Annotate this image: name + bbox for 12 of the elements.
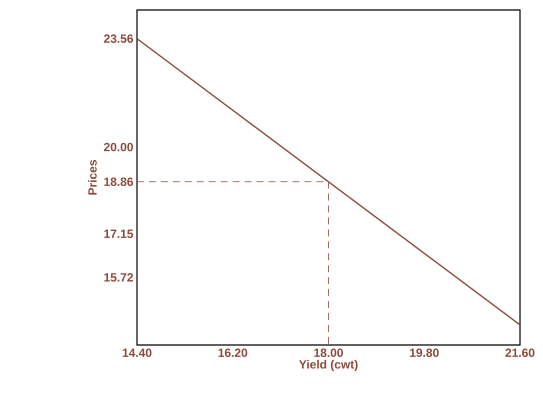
y-tick-label: 18.86: [104, 178, 134, 186]
y-tick-label: 17.15: [104, 230, 134, 238]
x-axis-title: Yield (cwt): [299, 360, 358, 371]
x-tick-label: 21.60: [505, 348, 534, 357]
y-tick-label: 20.00: [104, 142, 133, 152]
x-tick-label: 14.40: [122, 348, 152, 357]
x-tick-label: 19.80: [410, 348, 439, 357]
x-tick-label: 18.00: [314, 348, 343, 357]
y-axis-title: Prices: [88, 160, 97, 195]
x-tick-label: 16.20: [218, 348, 248, 357]
y-tick-label: 15.72: [104, 273, 133, 282]
y-tick-label: 23.56: [104, 34, 134, 43]
